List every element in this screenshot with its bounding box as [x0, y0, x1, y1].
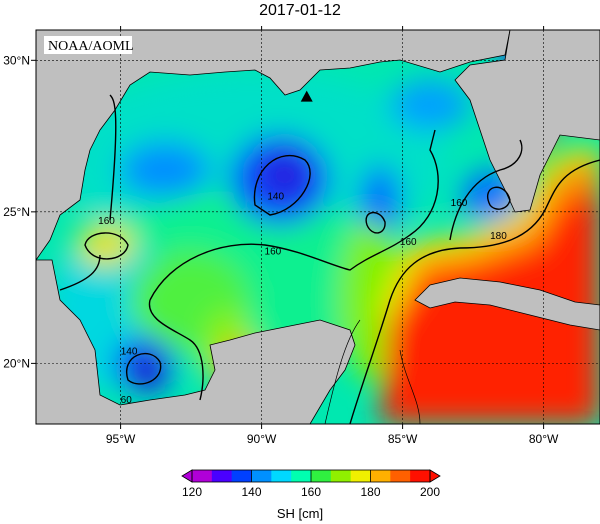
- colorbar-swatch: [350, 470, 371, 482]
- contours: [59, 94, 600, 424]
- map-plot-area: [36, 30, 600, 424]
- contour-label: 140: [121, 346, 138, 357]
- lon-tick-label: 90°W: [247, 432, 277, 446]
- colorbar-swatch: [410, 470, 431, 482]
- colorbar-swatch: [390, 470, 411, 482]
- colorbar-swatch: [231, 470, 252, 482]
- contour-label: 140: [267, 192, 284, 203]
- lat-tick-label: 30°N: [3, 53, 30, 67]
- lat-tick-label: 25°N: [3, 205, 30, 219]
- colorbar-tick-label: 160: [301, 485, 321, 499]
- contour-label: 60: [121, 395, 133, 406]
- lon-tick-label: 95°W: [106, 432, 136, 446]
- map-title: 2017-01-12: [259, 2, 341, 19]
- map-frame: [35, 29, 600, 425]
- contour-label: 160: [265, 246, 282, 257]
- contour-label: 160: [400, 237, 417, 248]
- colorbar-tick-label: 140: [241, 485, 261, 499]
- colorbar-swatch: [271, 470, 292, 482]
- colorbar-swatch: [211, 470, 233, 482]
- colorbar-swatch: [291, 470, 312, 482]
- contour-labels: 140 140 160 160 160 160 180 60: [98, 192, 507, 406]
- lon-tick-label: 85°W: [388, 432, 418, 446]
- lat-tick-label: 20°N: [3, 356, 30, 370]
- colorbar-tick-label: 200: [420, 485, 440, 499]
- colorbar-label: SH [cm]: [276, 506, 324, 521]
- colorbar-swatch: [311, 470, 332, 482]
- colorbar-tick-label: 180: [360, 485, 380, 499]
- colorbar-swatch: [370, 470, 391, 482]
- graticule: [36, 30, 600, 424]
- source-label-box: [44, 36, 132, 54]
- contour-label: 160: [451, 198, 468, 209]
- colorbar-swatch: [192, 470, 213, 482]
- colorbar: 120 140 160 180 200: [181, 469, 441, 499]
- lon-tick-label: 80°W: [529, 432, 559, 446]
- colorbar-swatch: [330, 470, 352, 482]
- colorbar-swatch: [251, 470, 272, 482]
- source-label: NOAA/AOML: [48, 39, 134, 54]
- colorbar-low-arrow: [181, 469, 193, 483]
- colorbar-tick-label: 120: [182, 485, 202, 499]
- contour-label: 160: [98, 216, 115, 227]
- colorbar-high-arrow: [429, 469, 441, 483]
- triangle-marker: [300, 90, 313, 102]
- contour-label: 180: [490, 231, 507, 242]
- axis-ticks: 95°W 90°W 85°W 80°W 20°N 25°N 30°N: [3, 26, 559, 446]
